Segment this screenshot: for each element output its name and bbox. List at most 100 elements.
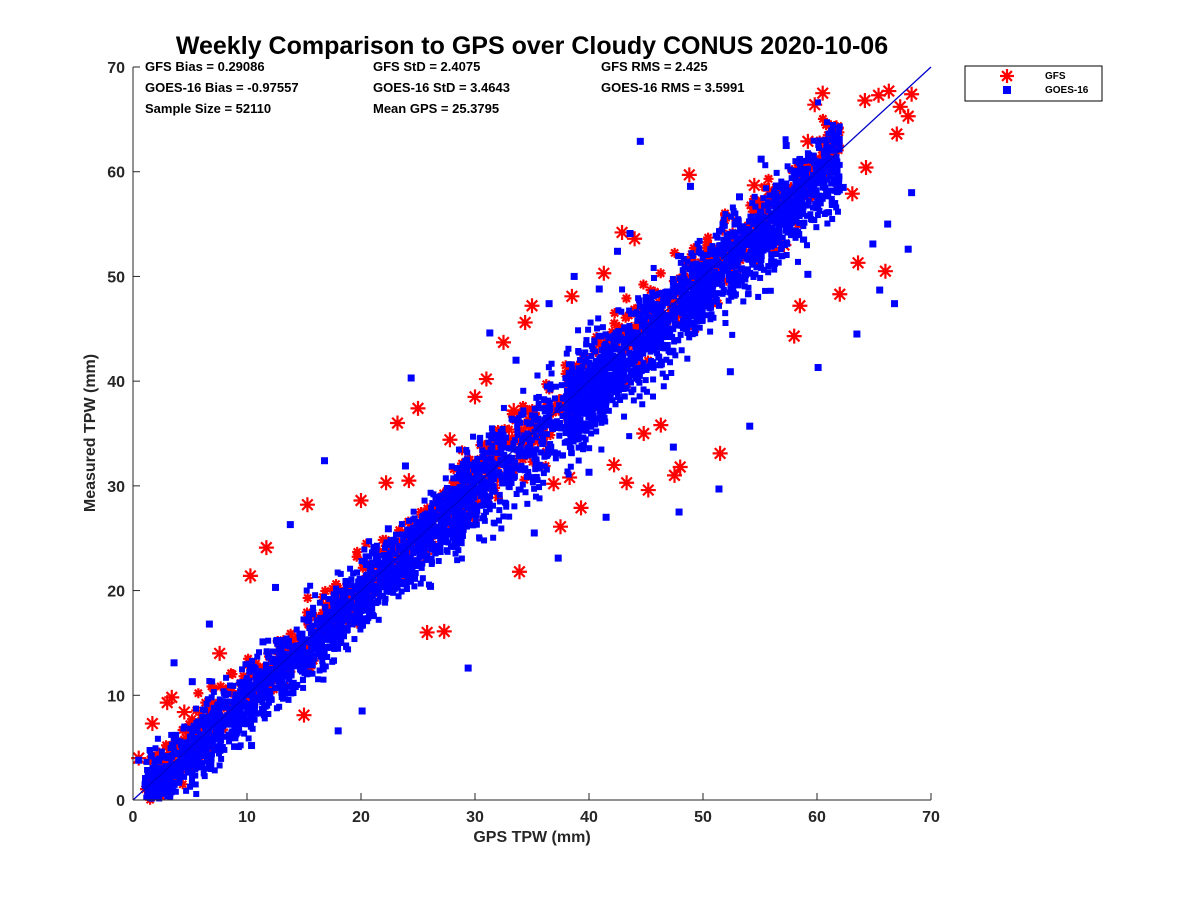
goes16-point [300, 616, 307, 623]
goes16-point [375, 553, 382, 560]
goes16-point [418, 564, 425, 571]
goes16-point [577, 375, 584, 382]
goes16-point [569, 401, 576, 408]
goes16-point [237, 707, 244, 714]
goes16-point [500, 461, 507, 468]
goes16-point [594, 382, 601, 389]
goes16-point [423, 525, 430, 532]
goes16-point [481, 481, 488, 488]
goes16-point [382, 567, 389, 574]
goes16-point [503, 500, 510, 507]
goes16-point [165, 768, 172, 775]
goes16-point [556, 432, 563, 439]
goes16-point [335, 621, 342, 628]
goes16-point [537, 423, 544, 430]
goes16-point [242, 682, 249, 689]
goes16-point [366, 597, 373, 604]
goes16-point [719, 282, 726, 289]
goes16-point [183, 756, 190, 763]
goes16-point [389, 541, 396, 548]
goes16-point [210, 710, 217, 717]
goes16-point [154, 735, 161, 742]
goes16-point [686, 298, 693, 305]
goes16-point [800, 186, 807, 193]
goes16-point [643, 300, 650, 307]
goes16-point [666, 349, 673, 356]
goes16-point [218, 726, 225, 733]
goes16-point [640, 360, 647, 367]
goes16-point [614, 377, 621, 384]
goes16-point [456, 507, 463, 514]
goes16-point [479, 454, 486, 461]
goes16-point [361, 546, 368, 553]
goes16-point [763, 185, 770, 192]
goes16-point [650, 302, 657, 309]
goes16-point [283, 650, 290, 657]
goes16-point [449, 527, 456, 534]
goes16-point [251, 696, 258, 703]
goes16-point [816, 177, 823, 184]
goes16-point [329, 642, 336, 649]
goes16-point [227, 682, 234, 689]
goes16-point [256, 668, 263, 675]
goes16-point [382, 599, 389, 606]
goes16-point [330, 632, 337, 639]
stat-text: Mean GPS = 25.3795 [373, 101, 499, 116]
goes16-point [216, 696, 223, 703]
goes16-point [573, 421, 580, 428]
goes16-point [749, 258, 756, 265]
goes16-point [540, 424, 547, 431]
goes16-point [599, 367, 606, 374]
goes16-point [678, 252, 685, 259]
goes16-point [745, 290, 752, 297]
goes16-point [723, 257, 730, 264]
goes16-point [595, 366, 602, 373]
goes16-point [280, 642, 287, 649]
goes16-point [567, 430, 574, 437]
goes16-point [424, 542, 431, 549]
goes16-point [589, 405, 596, 412]
goes16-point [496, 507, 503, 514]
gfs-point [700, 253, 711, 264]
goes16-point [479, 489, 486, 496]
goes16-point [811, 217, 818, 224]
goes16-point [536, 484, 543, 491]
goes16-point [536, 427, 543, 434]
goes16-point [177, 738, 184, 745]
gfs-point [436, 623, 452, 639]
goes16-point [753, 243, 760, 250]
goes16-point [444, 496, 451, 503]
goes16-point [766, 192, 773, 199]
goes16-point [316, 599, 323, 606]
stat-text: Sample Size = 52110 [145, 101, 271, 116]
goes16-point [778, 240, 785, 247]
goes16-point [795, 191, 802, 198]
goes16-point [723, 253, 730, 260]
gfs-point [327, 583, 338, 594]
goes16-point [591, 366, 598, 373]
goes16-point [620, 377, 627, 384]
goes16-point [235, 721, 242, 728]
goes16-point [487, 493, 494, 500]
goes16-point [732, 291, 739, 298]
goes16-point [624, 329, 631, 336]
goes16-point [733, 269, 740, 276]
goes16-point [669, 275, 676, 282]
goes16-point [774, 236, 781, 243]
gfs-point [378, 546, 389, 557]
goes16-point [179, 755, 186, 762]
goes16-point [795, 159, 802, 166]
goes16-point [746, 238, 753, 245]
goes16-point [351, 636, 358, 643]
goes16-point [319, 661, 326, 668]
gfs-point [643, 355, 654, 366]
goes16-point [497, 498, 504, 505]
goes16-point [596, 372, 603, 379]
goes16-point [382, 583, 389, 590]
gfs-point [621, 293, 632, 304]
goes16-point [598, 446, 605, 453]
goes16-point [597, 416, 604, 423]
goes16-point [340, 616, 347, 623]
goes16-point [774, 196, 781, 203]
goes16-point [579, 363, 586, 370]
